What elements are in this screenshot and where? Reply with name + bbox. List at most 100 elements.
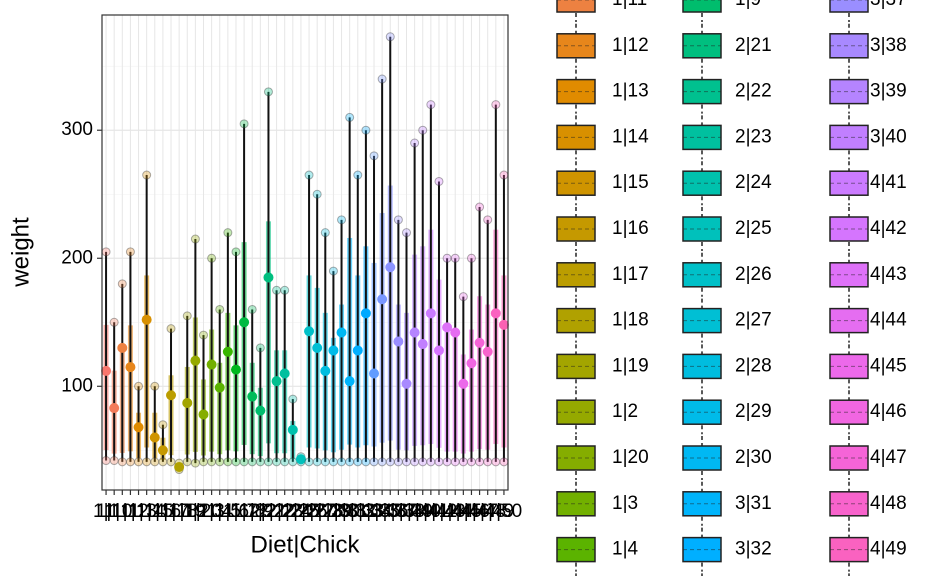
mean-point bbox=[442, 322, 453, 333]
x-tick-label: 1|16 bbox=[145, 501, 182, 522]
max-point bbox=[312, 189, 322, 199]
legend-key bbox=[829, 170, 869, 196]
x-tick-label: 3|40 bbox=[404, 501, 441, 522]
mean-point bbox=[336, 327, 347, 338]
min-point bbox=[134, 457, 144, 467]
x-tick-label: 4|44 bbox=[437, 501, 474, 522]
mean-point bbox=[239, 317, 250, 328]
x-tick-label: 4|43 bbox=[429, 501, 466, 522]
mean-point bbox=[393, 336, 404, 347]
mean-point bbox=[433, 345, 444, 356]
x-tick-label: 3|38 bbox=[388, 501, 425, 522]
max-point bbox=[475, 202, 485, 212]
min-point bbox=[377, 457, 387, 467]
max-point bbox=[345, 112, 355, 122]
mean-point bbox=[271, 376, 282, 387]
x-tick-label: 1|15 bbox=[136, 501, 173, 522]
mean-point bbox=[498, 319, 509, 330]
max-point bbox=[369, 151, 379, 161]
legend-label: 4|43 bbox=[870, 264, 907, 285]
legend-label: 2|27 bbox=[735, 310, 772, 331]
min-point bbox=[239, 457, 249, 467]
x-tick-label: 2|21 bbox=[250, 501, 287, 522]
legend-key bbox=[556, 536, 596, 563]
max-point bbox=[337, 215, 347, 225]
min-point bbox=[101, 456, 111, 466]
min-point bbox=[402, 457, 411, 467]
legend-key bbox=[829, 399, 869, 425]
y-axis-title: weight bbox=[7, 217, 34, 288]
legend-key bbox=[829, 124, 869, 151]
legend-label: 2|23 bbox=[735, 126, 772, 147]
legend-label: 2|29 bbox=[735, 401, 772, 422]
min-point bbox=[483, 457, 493, 467]
legend-key bbox=[556, 262, 596, 288]
x-tick-label: 1|11 bbox=[105, 501, 140, 522]
max-point bbox=[239, 119, 249, 129]
legend-label: 3|40 bbox=[870, 126, 907, 147]
y-tick-label: 300 bbox=[61, 119, 93, 140]
legend-label: 1|4 bbox=[612, 539, 639, 560]
x-tick-label: 1|17 bbox=[153, 501, 190, 522]
min-point bbox=[393, 457, 403, 467]
y-tick-label: 200 bbox=[61, 247, 93, 268]
max-point bbox=[393, 215, 403, 225]
min-point bbox=[158, 457, 168, 467]
x-tick-label: 1|6 bbox=[223, 501, 249, 522]
legend-key bbox=[682, 445, 722, 471]
min-point bbox=[150, 457, 160, 467]
x-tick-label: 1|12 bbox=[112, 501, 149, 522]
min-point bbox=[410, 457, 420, 467]
min-point bbox=[426, 457, 436, 467]
legend-label: 2|30 bbox=[735, 447, 772, 468]
max-point bbox=[142, 170, 152, 180]
x-tick-label: 1|5 bbox=[215, 501, 241, 522]
max-point bbox=[117, 279, 127, 289]
min-point bbox=[215, 457, 225, 467]
mean-point bbox=[360, 308, 371, 319]
max-point bbox=[182, 311, 192, 321]
x-tick-label: 2|29 bbox=[315, 501, 352, 522]
legend-key bbox=[682, 491, 722, 517]
legend-key bbox=[682, 33, 722, 59]
max-point bbox=[288, 394, 298, 404]
legend-key bbox=[556, 78, 596, 105]
mean-point bbox=[206, 359, 217, 370]
legend-key bbox=[556, 445, 596, 471]
legend-key bbox=[829, 33, 869, 59]
mean-point bbox=[328, 345, 339, 356]
legend-label: 4|49 bbox=[870, 539, 907, 560]
max-point bbox=[158, 420, 168, 430]
x-tick-label: 3|37 bbox=[380, 501, 417, 522]
mean-point bbox=[157, 445, 168, 456]
x-tick-label: 3|33 bbox=[348, 501, 385, 522]
x-tick-label: 2|23 bbox=[266, 501, 303, 522]
max-point bbox=[410, 138, 420, 148]
min-point bbox=[288, 457, 298, 467]
max-point bbox=[320, 228, 330, 238]
legend-key bbox=[829, 445, 869, 471]
legend-key bbox=[829, 216, 869, 242]
x-tick-label: 3|39 bbox=[396, 501, 433, 522]
min-point bbox=[223, 457, 233, 467]
max-point bbox=[458, 292, 468, 302]
mean-point bbox=[198, 409, 209, 420]
legend-key bbox=[682, 0, 722, 13]
min-point bbox=[369, 457, 379, 467]
legend-label: 1|15 bbox=[612, 172, 649, 193]
min-point bbox=[312, 457, 322, 467]
max-point bbox=[442, 253, 452, 263]
max-point bbox=[466, 253, 476, 263]
mean-point bbox=[141, 314, 152, 325]
mean-point bbox=[125, 362, 136, 373]
legend-key bbox=[682, 216, 722, 242]
legend-label: 4|46 bbox=[870, 401, 907, 422]
max-point bbox=[190, 234, 200, 244]
min-point bbox=[442, 457, 452, 467]
mean-point bbox=[101, 365, 112, 376]
legend-key bbox=[556, 124, 596, 151]
mean-point bbox=[255, 405, 266, 416]
mean-point bbox=[458, 378, 469, 389]
legend-label: 1|13 bbox=[612, 81, 649, 102]
x-tick-label: 4|45 bbox=[445, 501, 482, 522]
